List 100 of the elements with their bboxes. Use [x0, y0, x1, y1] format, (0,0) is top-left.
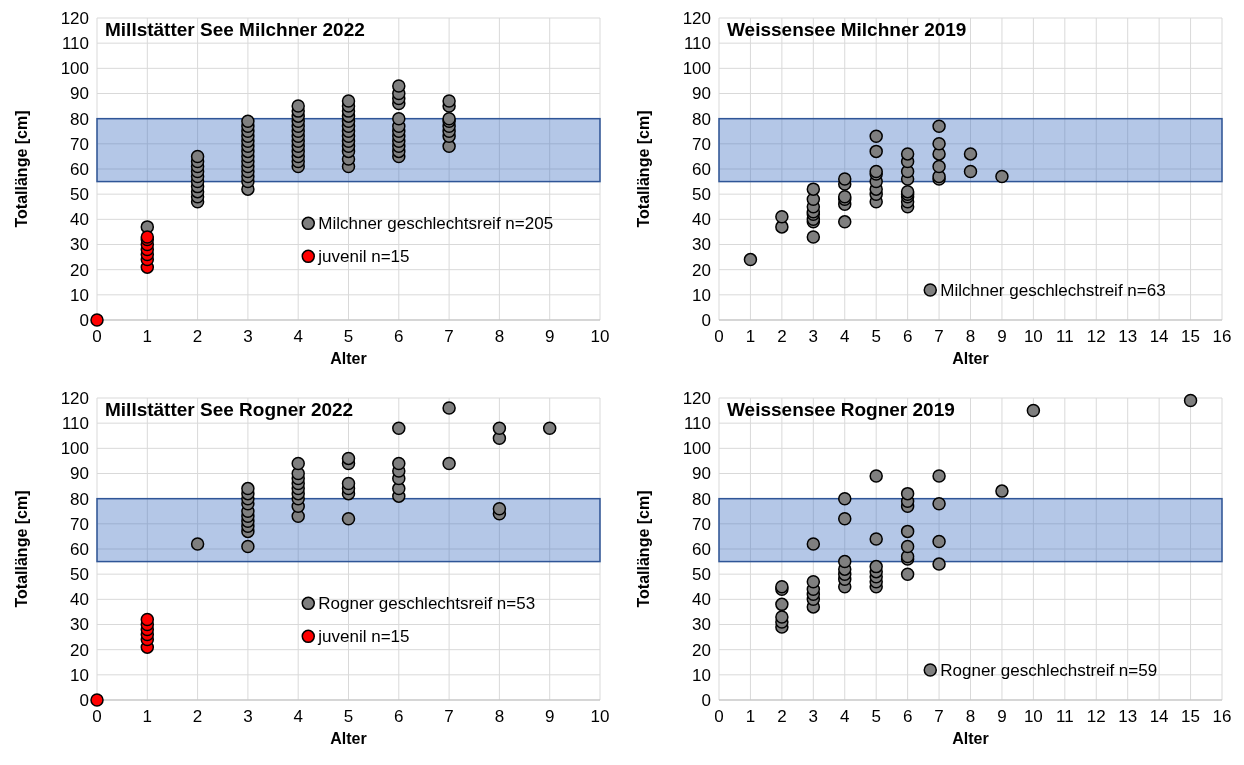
y-tick-label: 120 — [682, 8, 711, 28]
x-tick-label: 4 — [293, 707, 303, 726]
y-axis-title: Totallänge [cm] — [13, 490, 30, 608]
y-tick-label: 120 — [682, 388, 711, 408]
x-tick-label: 7 — [934, 327, 944, 346]
x-tick-label: 5 — [871, 327, 881, 346]
y-tick-label: 20 — [692, 260, 711, 280]
y-tick-label: 50 — [692, 565, 711, 585]
x-axis-title: Alter — [952, 350, 989, 367]
y-tick-label: 80 — [692, 489, 711, 509]
y-tick-label: 90 — [70, 84, 89, 104]
y-tick-label: 70 — [692, 134, 711, 154]
y-tick-label: 100 — [60, 439, 89, 459]
y-tick-label: 60 — [70, 539, 89, 559]
legend-label: juvenil n=15 — [317, 247, 410, 267]
y-tick-label: 110 — [61, 414, 89, 434]
legend-label: juvenil n=15 — [317, 627, 410, 647]
y-tick-label: 0 — [79, 310, 89, 330]
legend-label: Milchner geschlechstreif n=63 — [940, 280, 1166, 300]
y-tick-label: 20 — [70, 260, 89, 280]
y-tick-label: 80 — [70, 109, 89, 129]
x-tick-label: 7 — [444, 327, 454, 346]
y-axis-title: Totallänge [cm] — [13, 110, 30, 228]
y-tick-label: 10 — [70, 285, 89, 305]
x-tick-label: 0 — [714, 707, 724, 726]
y-tick-label: 90 — [692, 464, 711, 484]
x-axis-title: Alter — [330, 730, 367, 747]
x-tick-label: 13 — [1118, 707, 1138, 726]
x-tick-label: 10 — [590, 327, 610, 346]
y-tick-label: 30 — [692, 235, 711, 255]
y-tick-label: 10 — [692, 665, 711, 685]
y-tick-label: 40 — [692, 590, 711, 610]
x-tick-label: 11 — [1055, 327, 1074, 346]
y-tick-label: 50 — [70, 185, 89, 205]
x-tick-label: 16 — [1212, 327, 1232, 346]
x-tick-label: 6 — [394, 707, 404, 726]
x-tick-label: 8 — [494, 707, 505, 726]
x-tick-label: 8 — [965, 327, 976, 346]
y-tick-label: 60 — [692, 159, 711, 179]
x-tick-label: 10 — [1023, 707, 1043, 726]
x-tick-label: 0 — [714, 327, 724, 346]
x-tick-label: 15 — [1181, 327, 1201, 346]
x-tick-label: 6 — [902, 707, 913, 726]
x-tick-label: 13 — [1118, 327, 1138, 346]
x-tick-label: 4 — [293, 327, 303, 346]
chart-title: Millstätter See Milchner 2022 — [105, 19, 365, 40]
x-tick-label: 10 — [1023, 327, 1043, 346]
x-tick-label: 7 — [444, 707, 454, 726]
x-tick-label: 6 — [394, 327, 404, 346]
x-tick-label: 1 — [142, 327, 153, 346]
x-tick-label: 2 — [777, 327, 787, 346]
y-tick-label: 80 — [70, 489, 89, 509]
y-tick-label: 30 — [692, 615, 711, 635]
x-tick-label: 4 — [840, 707, 850, 726]
y-tick-label: 70 — [70, 134, 89, 154]
y-axis-title: Totallänge [cm] — [635, 110, 652, 228]
x-tick-label: 3 — [243, 707, 253, 726]
y-tick-label: 30 — [70, 235, 89, 255]
y-tick-label: 70 — [70, 514, 89, 534]
x-tick-label: 1 — [745, 327, 756, 346]
y-tick-label: 80 — [692, 109, 711, 129]
y-tick-label: 0 — [79, 690, 89, 710]
x-tick-label: 11 — [1055, 707, 1074, 726]
y-tick-label: 30 — [70, 615, 89, 635]
x-axis-title: Alter — [952, 730, 989, 747]
x-tick-label: 5 — [343, 327, 354, 346]
y-tick-label: 100 — [682, 439, 711, 459]
y-tick-label: 40 — [70, 210, 89, 230]
y-tick-label: 10 — [70, 665, 89, 685]
y-tick-label: 60 — [70, 159, 89, 179]
x-tick-label: 9 — [997, 707, 1007, 726]
y-axis-title: Totallänge [cm] — [635, 490, 652, 608]
y-tick-label: 120 — [60, 388, 89, 408]
chart-title: Millstätter See Rogner 2022 — [105, 399, 354, 420]
x-tick-label: 9 — [544, 707, 555, 726]
x-tick-label: 8 — [965, 707, 976, 726]
x-tick-label: 6 — [902, 327, 913, 346]
x-tick-label: 12 — [1086, 327, 1106, 346]
x-tick-label: 0 — [92, 707, 102, 726]
y-tick-label: 10 — [692, 285, 711, 305]
x-tick-label: 9 — [544, 327, 555, 346]
x-tick-label: 15 — [1181, 707, 1201, 726]
y-tick-label: 0 — [701, 690, 711, 710]
x-tick-label: 2 — [192, 327, 203, 346]
chart-title: Weissensee Milchner 2019 — [727, 19, 967, 40]
y-tick-label: 50 — [70, 565, 89, 585]
y-tick-label: 120 — [60, 8, 89, 28]
x-tick-label: 5 — [871, 707, 881, 726]
x-tick-label: 4 — [840, 327, 850, 346]
y-tick-label: 40 — [70, 590, 89, 610]
y-tick-label: 60 — [692, 539, 711, 559]
y-tick-label: 90 — [70, 464, 89, 484]
x-tick-label: 3 — [808, 707, 819, 726]
y-tick-label: 110 — [683, 414, 711, 434]
chart-title: Weissensee Rogner 2019 — [727, 399, 955, 420]
x-axis-title: Alter — [330, 350, 367, 367]
x-tick-label: 14 — [1149, 327, 1169, 346]
y-tick-label: 70 — [692, 514, 711, 534]
y-tick-label: 0 — [701, 310, 711, 330]
x-tick-label: 3 — [243, 327, 253, 346]
